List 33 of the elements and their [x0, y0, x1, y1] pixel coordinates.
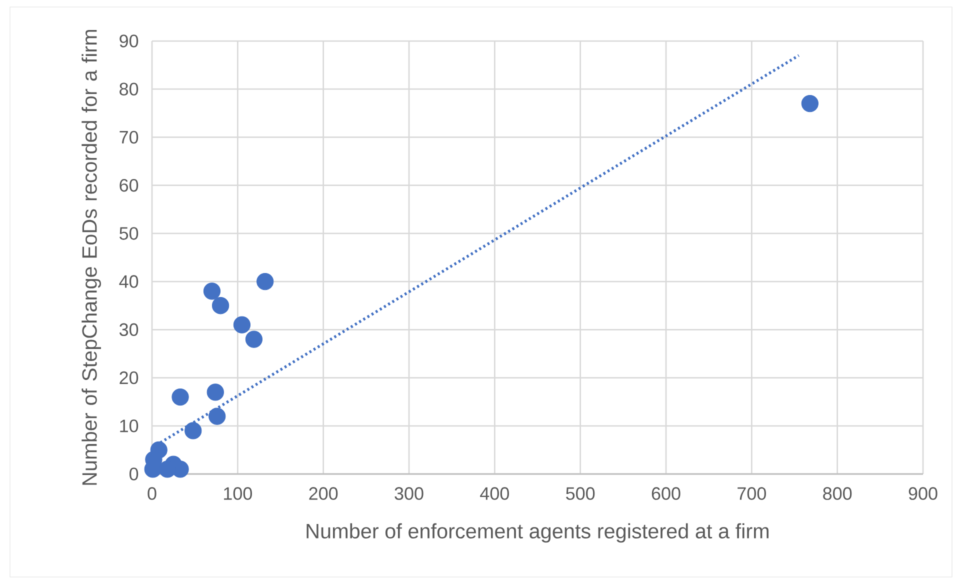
point: [233, 316, 251, 334]
x-tick-label: 600: [652, 487, 680, 500]
y-tick-label: 60: [120, 178, 138, 192]
y-tick-label: 0: [130, 468, 138, 480]
point: [801, 94, 819, 112]
point: [245, 330, 263, 348]
y-tick-label: 70: [120, 130, 138, 144]
x-tick-label: 800: [823, 487, 852, 500]
y-tick-label: 90: [120, 34, 138, 48]
x-tick-label: 0: [148, 487, 156, 500]
point: [172, 388, 189, 406]
y-tick-label: 30: [119, 323, 138, 336]
x-tick-label: 700: [738, 487, 766, 500]
point: [208, 408, 226, 425]
x-tick-label: 500: [566, 487, 595, 500]
point: [256, 272, 274, 290]
point: [206, 384, 224, 401]
x-tick-label: 300: [394, 487, 424, 500]
y-tick-label: 50: [120, 227, 138, 240]
y-tick-label: 40: [119, 275, 138, 288]
x-tick-label: 400: [480, 487, 509, 500]
y-tick-label: 10: [120, 420, 138, 432]
point: [184, 422, 202, 440]
x-tick-label: 900: [908, 487, 938, 500]
x-tick-label: 100: [224, 487, 252, 500]
y-tick-label: 80: [120, 82, 138, 96]
point: [158, 460, 176, 478]
y-tick-label: 20: [120, 371, 138, 384]
point: [203, 282, 221, 300]
x-axis-title: Number of enforcement agents registered at a firm: [306, 523, 769, 543]
x-tick-label: 200: [309, 487, 338, 500]
y-axis-title: Number of StepChange EoDs recorded for a firm: [82, 30, 101, 485]
point: [212, 297, 230, 314]
